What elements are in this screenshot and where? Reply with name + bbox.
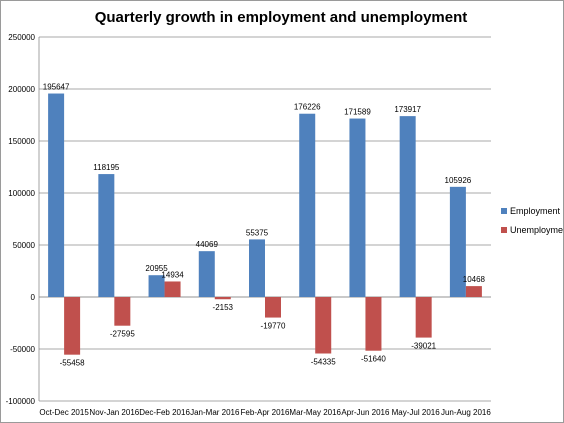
unemployment-data-label: -2153	[213, 303, 234, 312]
employment-bar	[98, 174, 115, 297]
employment-data-label: 55375	[246, 228, 269, 237]
unemployment-bar	[365, 297, 382, 351]
employment-bar	[399, 116, 416, 298]
employment-data-label: 118195	[93, 163, 120, 172]
y-tick-label: 250000	[8, 33, 35, 42]
x-tick-label: Jan-Mar 2016	[190, 408, 240, 417]
unemployment-legend-swatch	[501, 227, 507, 233]
unemployment-bar	[64, 297, 81, 355]
unemployment-data-label: -39021	[411, 342, 436, 351]
unemployment-data-label: 14934	[161, 270, 184, 279]
y-tick-label: 100000	[8, 189, 35, 198]
employment-bar	[198, 251, 215, 297]
y-tick-label: 0	[31, 293, 36, 302]
y-tick-label: 50000	[13, 241, 36, 250]
employment-bar	[449, 186, 466, 297]
employment-bar	[249, 239, 265, 297]
employment-bar	[48, 93, 65, 297]
employment-bar	[349, 118, 366, 297]
y-tick-label: 200000	[8, 85, 35, 94]
employment-data-label: 173917	[394, 105, 421, 114]
x-tick-label: Mar-May 2016	[289, 408, 341, 417]
legend: Employment Unemployment	[501, 206, 563, 235]
unemployment-legend-label: Unemployment	[510, 225, 563, 235]
employment-data-label: 105926	[445, 176, 472, 185]
unemployment-data-label: -51640	[361, 355, 386, 364]
chart-title: Quarterly growth in employment and unemp…	[95, 9, 468, 26]
employment-legend-swatch	[501, 208, 507, 214]
unemployment-data-label: -55458	[60, 359, 85, 368]
employment-data-label: 44069	[196, 240, 219, 249]
employment-legend-label: Employment	[510, 206, 561, 216]
employment-bar	[299, 113, 316, 297]
y-tick-label: 150000	[8, 137, 35, 146]
x-tick-label: Jun-Aug 2016	[441, 408, 491, 417]
y-tick-label: -50000	[10, 345, 35, 354]
employment-bar	[148, 275, 165, 297]
x-tick-label: Dec-Feb 2016	[139, 408, 190, 417]
x-tick-label: Oct-Dec 2015	[39, 408, 89, 417]
x-tick-label: Feb-Apr 2016	[241, 408, 290, 417]
employment-data-label: 195647	[43, 83, 70, 92]
x-tick-label: Nov-Jan 2016	[89, 408, 139, 417]
unemployment-data-label: -19770	[261, 322, 286, 331]
unemployment-bar	[315, 297, 332, 354]
unemployment-data-label: 10468	[463, 275, 486, 284]
bars	[48, 93, 482, 355]
unemployment-bar	[465, 286, 482, 297]
employment-data-label: 176226	[294, 103, 321, 112]
unemployment-bar	[114, 297, 131, 326]
unemployment-bar	[415, 297, 432, 338]
unemployment-bar	[265, 297, 281, 318]
unemployment-bar	[164, 281, 181, 297]
unemployment-data-label: -27595	[110, 330, 135, 339]
x-tick-label: May-Jul 2016	[392, 408, 441, 417]
unemployment-bar	[214, 297, 231, 300]
x-tick-label: Apr-Jun 2016	[341, 408, 390, 417]
employment-data-label: 171589	[344, 108, 371, 117]
y-tick-label: -100000	[6, 397, 36, 406]
unemployment-data-label: -54335	[311, 358, 336, 367]
employment-data-label: 20955	[145, 264, 168, 273]
